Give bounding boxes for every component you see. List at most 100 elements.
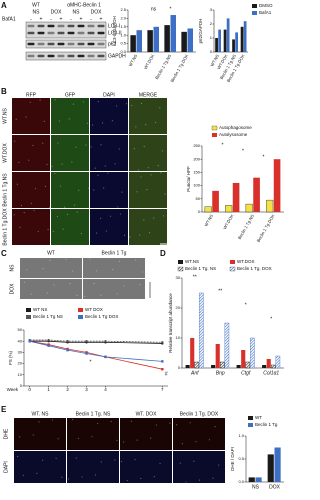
image-row-label: NS (9, 264, 15, 272)
micrograph-speck (72, 103, 75, 105)
micrograph-speck (143, 145, 145, 148)
micrograph-speck (54, 172, 56, 175)
micrograph-speck (153, 217, 155, 219)
y-tick-label: 0 (210, 49, 213, 54)
micrograph-speck (157, 165, 159, 167)
micrograph-speck (61, 163, 63, 165)
micrograph-speck (185, 481, 187, 483)
micrograph-speck (72, 270, 74, 272)
legend-label: Beclin 1 Tg. DOX (237, 266, 272, 271)
micrograph (12, 209, 50, 245)
micrograph-speck (69, 283, 71, 285)
micrograph (129, 172, 167, 208)
blot-bafa1: + (100, 16, 103, 22)
blot-treatment: DOX (91, 9, 103, 15)
micrograph-speck (148, 232, 151, 234)
micrograph (120, 418, 172, 450)
legend-swatch (78, 308, 83, 312)
micrograph-speck (126, 479, 128, 482)
x-tick-label: Bnp (216, 370, 225, 376)
bar (136, 30, 143, 52)
micrograph-speck (95, 232, 98, 234)
marker (66, 340, 69, 343)
micrograph-speck (96, 270, 98, 272)
bar (275, 355, 281, 369)
blot-band (27, 54, 35, 58)
image-column-label: DAPI (103, 92, 115, 98)
micrograph (90, 172, 128, 208)
micrograph-speck (160, 172, 162, 174)
micrograph-speck (49, 259, 51, 261)
micrograph-speck (114, 163, 116, 165)
micrograph-speck (88, 187, 90, 189)
annotation: * (242, 148, 244, 154)
micrograph (90, 209, 128, 245)
micrograph-speck (19, 436, 21, 438)
micrograph-speck (136, 191, 138, 193)
y-axis-label: p62/GAPDH (198, 19, 203, 44)
bar (248, 477, 255, 482)
image-column-label: WT (47, 250, 55, 256)
micrograph-speck (117, 206, 119, 208)
x-tick-label: NS (252, 484, 260, 490)
y-tick-label: 20 (18, 361, 23, 366)
blot-band (67, 42, 75, 46)
legend-swatch (252, 11, 257, 15)
micrograph-speck (53, 284, 55, 286)
micrograph (51, 172, 89, 208)
line (29, 340, 163, 344)
blot-band (67, 31, 75, 35)
micrograph-speck (66, 213, 68, 215)
blot-band (57, 31, 65, 35)
micrograph-speck (100, 217, 102, 219)
blot-band (27, 42, 35, 46)
y-tick-label: 2.0 (120, 15, 126, 20)
micrograph-speck (36, 472, 38, 474)
micrograph-speck (150, 437, 152, 439)
image-column-label: MERGE (139, 92, 158, 98)
micrograph-speck (65, 258, 67, 260)
micrograph-speck (109, 215, 112, 217)
legend-label: WT.NS (185, 259, 199, 264)
micrograph-speck (114, 459, 116, 461)
blot-image (25, 21, 107, 39)
legend-swatch (229, 266, 236, 272)
blot-band (37, 24, 45, 28)
panel-label: A (1, 1, 7, 10)
micrograph-speck (101, 122, 104, 124)
y-tick-label: 1.0 (120, 32, 126, 37)
micrograph-speck (32, 434, 34, 436)
x-tick-label: 3 (85, 387, 88, 392)
micrograph (129, 209, 167, 245)
micrograph-speck (19, 226, 21, 228)
micrograph-speck (146, 189, 148, 191)
blot-bafa1: + (40, 16, 43, 22)
panel-label: E (1, 405, 7, 414)
blot-bafa1: - (30, 16, 32, 22)
micrograph-speck (118, 260, 121, 262)
micrograph-speck (68, 118, 70, 120)
y-axis-label: Relative transcript abundance (168, 293, 173, 353)
y-tick-label: 0 (198, 209, 201, 214)
annotation: * (263, 154, 265, 160)
micrograph-speck (20, 204, 23, 207)
micrograph-speck (33, 209, 35, 212)
y-tick-label: 30 (176, 275, 181, 280)
bar (164, 25, 170, 52)
y-tick-label: 100 (193, 183, 200, 188)
micrograph-speck (208, 439, 210, 441)
bar (245, 361, 251, 369)
y-tick-label: 10 (176, 335, 181, 340)
blot-band (47, 54, 55, 58)
image-row-label: DHE (3, 428, 9, 439)
micrograph-speck (90, 146, 92, 148)
bar (187, 28, 194, 52)
blot-bafa1: + (80, 16, 83, 22)
image-column-label: Beclin 1 Tg (102, 250, 127, 256)
x-tick-label: 0 (28, 387, 31, 392)
micrograph-speck (116, 439, 118, 441)
bar (232, 182, 240, 212)
micrograph-speck (140, 477, 142, 480)
micrograph-speck (130, 420, 133, 422)
blot-bafa1: - (50, 16, 52, 22)
